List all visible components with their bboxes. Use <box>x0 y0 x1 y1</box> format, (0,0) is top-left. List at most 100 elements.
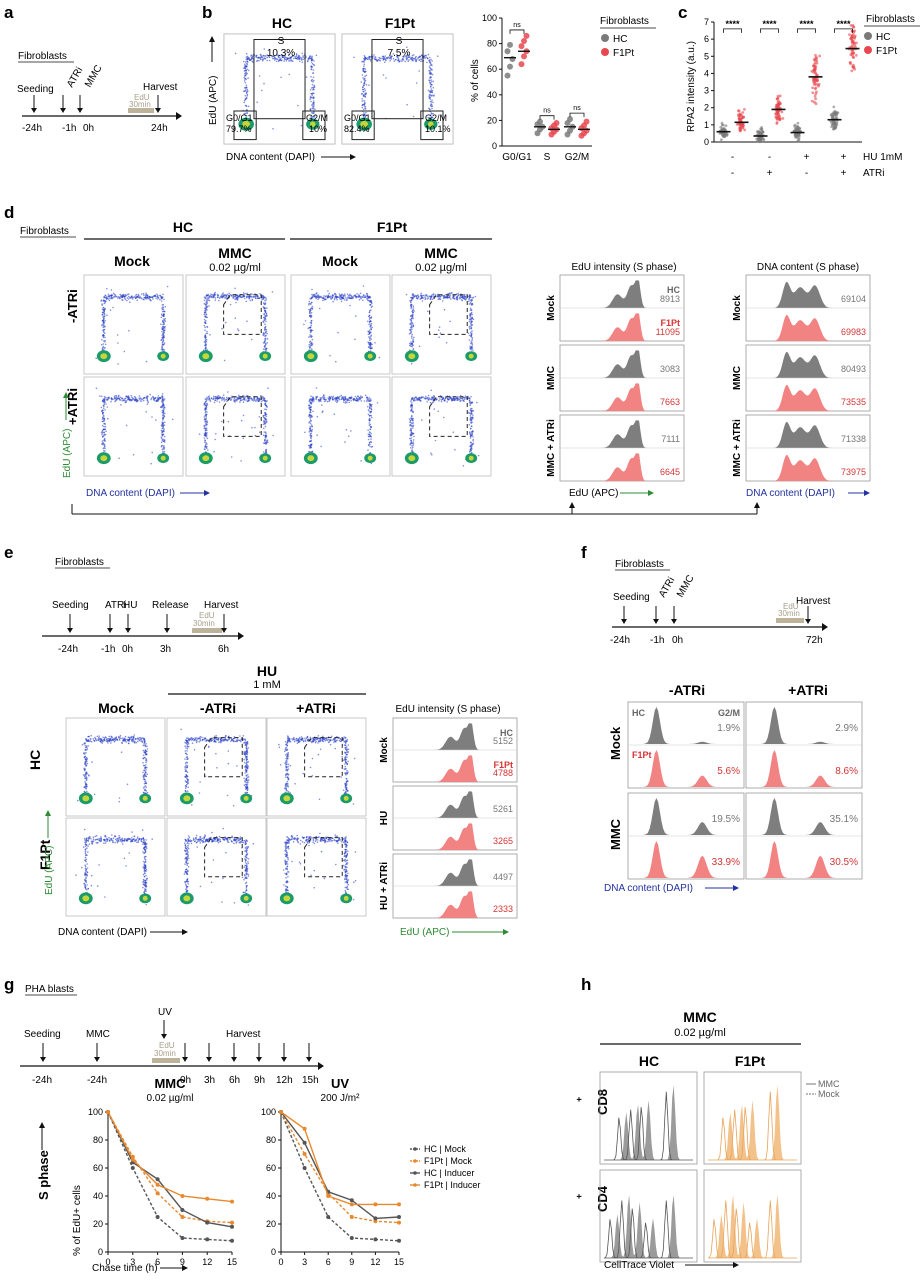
flow-event-dot <box>222 394 225 397</box>
d-legend-title: Fibroblasts <box>866 14 915 25</box>
flow-event-dot <box>132 740 135 742</box>
flow-event-dot <box>162 403 164 406</box>
flow-event-dot <box>227 391 229 393</box>
flow-event-dot <box>226 293 229 296</box>
flow-event-dot <box>427 398 430 401</box>
d-point-F1Pt <box>735 123 739 126</box>
flow-event-dot <box>362 299 364 302</box>
flow-event-dot <box>310 395 312 398</box>
flow-event-dot <box>101 424 104 427</box>
flow-event-dot <box>370 322 373 325</box>
flow-event-dot <box>112 306 114 309</box>
flow-event-dot <box>204 329 206 332</box>
flow-event-dot <box>111 736 113 739</box>
flow-event-dot <box>142 754 145 756</box>
flow-event-dot <box>100 739 103 742</box>
b-y-tick-label: 0 <box>492 141 497 151</box>
flow-event-dot <box>101 435 104 438</box>
flow-event-dot <box>102 315 105 318</box>
flow-event-dot <box>118 457 120 460</box>
flow-event-dot <box>220 294 223 297</box>
flow-event-dot <box>136 299 138 302</box>
flow-event-dot <box>310 302 313 304</box>
flow-event-dot <box>368 433 371 436</box>
flow-event-dot <box>471 339 473 342</box>
flow-event-dot <box>105 403 107 405</box>
flow-event-dot <box>453 399 456 402</box>
flow-event-dot <box>415 397 418 400</box>
flow-event-dot <box>103 439 105 442</box>
flow-event-dot <box>362 90 365 93</box>
flow-event-dot <box>268 59 271 62</box>
flow-event-dot <box>313 296 315 298</box>
flow-event-dot <box>99 738 101 741</box>
flow-event-dot <box>84 760 87 763</box>
flow-event-dot <box>227 421 230 423</box>
flow-event-dot <box>101 412 104 415</box>
flow-event-dot <box>130 394 132 397</box>
flow-event-dot <box>144 751 147 753</box>
flow-event-dot <box>150 462 152 465</box>
flow-event-dot <box>323 394 325 396</box>
flow-event-dot <box>310 87 313 89</box>
flow-event-dot <box>363 294 365 297</box>
flow-event-dot <box>458 398 461 401</box>
flow-event-dot <box>246 112 248 114</box>
flow-event-dot <box>143 294 145 297</box>
flow-event-dot <box>370 301 373 304</box>
flow-event-dot <box>310 66 312 68</box>
flow-event-dot <box>364 93 367 96</box>
flow-event-dot <box>414 57 416 60</box>
flow-event-dot <box>203 318 206 321</box>
flow-event-dot <box>301 52 304 55</box>
flow-event-dot <box>260 55 262 57</box>
flow-event-dot <box>160 339 163 341</box>
flow-event-dot <box>468 294 471 297</box>
flow-event-dot <box>430 398 433 401</box>
flow-event-dot <box>205 432 207 434</box>
b-g2-pct-hc: 10% <box>309 124 327 134</box>
flow-event-dot <box>374 342 376 344</box>
b-point-F1Pt <box>521 38 527 45</box>
flow-event-dot <box>245 84 248 87</box>
flow-event-dot <box>323 400 326 403</box>
flow-event-dot <box>263 442 265 444</box>
b-point-HC <box>507 41 513 48</box>
flow-event-dot <box>310 316 312 319</box>
flow-event-dot <box>142 762 144 764</box>
flow-event-dot <box>309 335 312 338</box>
flow-event-dot <box>147 400 149 403</box>
flow-event-dot <box>123 296 126 298</box>
flow-event-dot <box>412 439 415 441</box>
flow-event-dot <box>360 297 362 300</box>
flow-event-dot <box>115 395 118 397</box>
flow-event-dot <box>138 737 141 739</box>
flow-event-dot <box>468 399 471 402</box>
flow-event-dot <box>261 56 264 59</box>
flow-event-dot <box>411 337 413 339</box>
flow-event-dot <box>102 343 105 345</box>
flow-event-dot <box>304 320 307 322</box>
flow-event-dot <box>369 405 371 408</box>
flow-event-dot <box>411 407 414 409</box>
flow-event-dot <box>214 399 217 402</box>
flow-event-dot <box>118 797 121 799</box>
flow-event-dot <box>429 104 432 107</box>
flow-event-dot <box>264 302 267 304</box>
flow-event-dot <box>310 314 312 317</box>
flow-event-dot <box>370 432 372 435</box>
flow-event-dot <box>91 761 93 763</box>
panel-label-d: c <box>678 3 687 22</box>
b-s-pct-f1pt: 7.5% <box>388 48 411 59</box>
flow-event-dot <box>311 335 313 338</box>
flow-event-dot <box>336 399 339 402</box>
flow-event-dot <box>369 443 371 446</box>
flow-event-dot <box>265 413 268 416</box>
flow-event-dot <box>145 758 148 760</box>
flow-event-dot <box>469 403 472 405</box>
flow-event-dot <box>161 448 164 451</box>
flow-event-dot <box>106 296 108 298</box>
g1-population-core <box>100 353 108 360</box>
d-point-HC <box>719 125 723 129</box>
flow-event-dot <box>413 435 415 438</box>
